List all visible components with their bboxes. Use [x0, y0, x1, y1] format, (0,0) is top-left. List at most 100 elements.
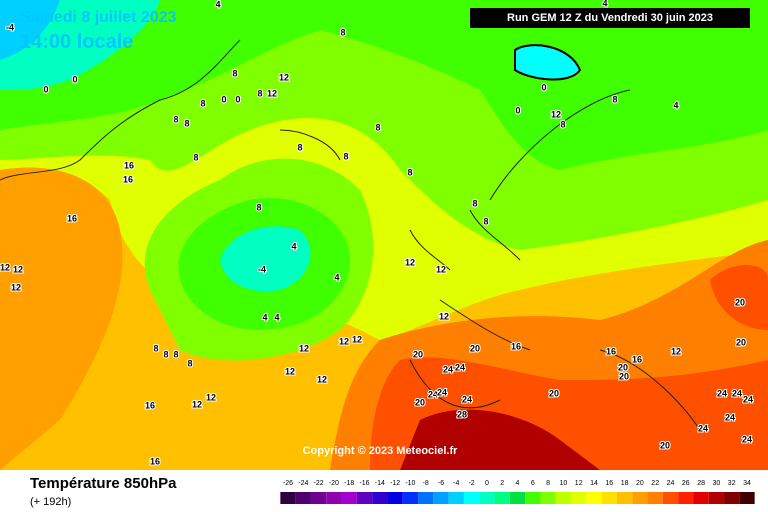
scale-swatch	[326, 492, 342, 504]
scale-tick-label: 28	[697, 480, 705, 487]
scale-tick-label: 20	[636, 480, 644, 487]
contour-label: 8	[173, 114, 178, 124]
contour-label: 0	[541, 82, 546, 92]
contour-label: 24	[698, 423, 708, 433]
coastline	[409, 89, 701, 431]
contour-label: 8	[173, 349, 178, 359]
contour-label: 4	[602, 0, 607, 8]
low-zone-0	[220, 226, 311, 292]
run-box	[470, 8, 750, 28]
scale-swatch	[494, 492, 510, 504]
scale-tick-label: 4	[516, 480, 520, 487]
scale-swatch	[647, 492, 663, 504]
contour-label: 4	[262, 312, 267, 322]
contour-label: 4	[274, 312, 279, 322]
contour-label: 0	[43, 84, 48, 94]
contour-label: 24	[443, 364, 453, 374]
scale-tick-label: 24	[667, 480, 675, 487]
zone-28	[400, 409, 600, 470]
contour-label: 12	[299, 343, 309, 353]
contour-label: 24	[462, 394, 472, 404]
scale-tick-label: 10	[560, 480, 568, 487]
scale-swatch	[708, 492, 725, 504]
contour-label: 12	[352, 334, 362, 344]
scale-tick-label: -12	[390, 480, 400, 487]
scale-swatch	[448, 492, 464, 504]
contour-label: 16	[511, 341, 521, 351]
scale-swatch	[295, 492, 311, 504]
contour-label: 4	[673, 100, 678, 110]
zone-16-west	[0, 167, 123, 470]
scale-swatch	[662, 492, 679, 504]
contour-label: 12	[671, 346, 681, 356]
contour-label: 24	[717, 388, 727, 398]
contour-label: 12	[551, 109, 561, 119]
scale-tick-label: 14	[590, 480, 598, 487]
contour-label: 8	[375, 122, 380, 132]
scale-swatch	[372, 492, 388, 504]
contour-label: 12	[0, 262, 10, 272]
scale-tick-label: 0	[485, 480, 489, 487]
scale-tick-label: 6	[531, 480, 535, 487]
scale-tick-label: -10	[405, 480, 415, 487]
contour-label: 8	[256, 202, 261, 212]
scale-swatch	[525, 492, 541, 504]
contour-label: 16	[606, 346, 616, 356]
scale-tick-label: 8	[546, 480, 550, 487]
contour-label: 16	[150, 456, 160, 466]
contour-label: 24	[743, 394, 753, 404]
contour-label: 28	[457, 409, 467, 419]
scale-tick-label: 16	[605, 480, 613, 487]
contour-label: -4	[258, 264, 266, 274]
contour-label: 12	[206, 392, 216, 402]
scale-swatch	[693, 492, 709, 504]
contour-label: 8	[187, 358, 192, 368]
scale-tick-label: 34	[743, 480, 751, 487]
scale-swatch	[616, 492, 633, 504]
contour-label: 20	[470, 343, 480, 353]
scale-tick-label: -6	[438, 480, 444, 487]
scale-swatch	[509, 492, 526, 504]
contour-label: 16	[124, 160, 134, 170]
contour-label: -4	[6, 22, 14, 32]
contour-label: 8	[472, 198, 477, 208]
contour-label: 20	[660, 440, 670, 450]
scale-swatch	[463, 492, 480, 504]
scale-swatch	[555, 492, 572, 504]
contour-label: 8	[200, 98, 205, 108]
contour-label: 8	[184, 118, 189, 128]
contour-label: 8	[612, 94, 617, 104]
contour-label: 24	[725, 412, 735, 422]
contour-label: 0	[221, 94, 226, 104]
scale-swatch	[341, 492, 357, 504]
contour-label: 12	[11, 282, 21, 292]
zone-4	[0, 0, 768, 170]
contour-label: 12	[192, 399, 202, 409]
scale-swatch	[433, 492, 449, 504]
scale-tick-label: -16	[359, 480, 369, 487]
contour-label: 24	[455, 362, 465, 372]
scale-swatch	[280, 492, 296, 504]
contour-label: 4	[334, 272, 339, 282]
contour-label: 0	[72, 74, 77, 84]
scale-tick-label: -22	[314, 480, 324, 487]
scale-tick-label: -24	[298, 480, 308, 487]
copyright: Copyright © 2023 Meteociel.fr	[303, 445, 459, 457]
scale-swatch	[601, 492, 617, 504]
contour-label: 20	[736, 337, 746, 347]
contour-label: 20	[549, 388, 559, 398]
scale-tick-label: -18	[344, 480, 354, 487]
scale-tick-label: 18	[621, 480, 629, 487]
contour-label: 8	[560, 119, 565, 129]
contour-label: 0	[515, 105, 520, 115]
scale-swatch	[678, 492, 694, 504]
contour-label: 12	[13, 264, 23, 274]
date: Samedi 8 juillet 2023	[20, 9, 177, 26]
contour-label: 4	[291, 241, 296, 251]
contour-label: 20	[619, 371, 629, 381]
contour-label: 12	[317, 374, 327, 384]
contour-label: 24	[428, 389, 438, 399]
scale-swatch	[402, 492, 419, 504]
